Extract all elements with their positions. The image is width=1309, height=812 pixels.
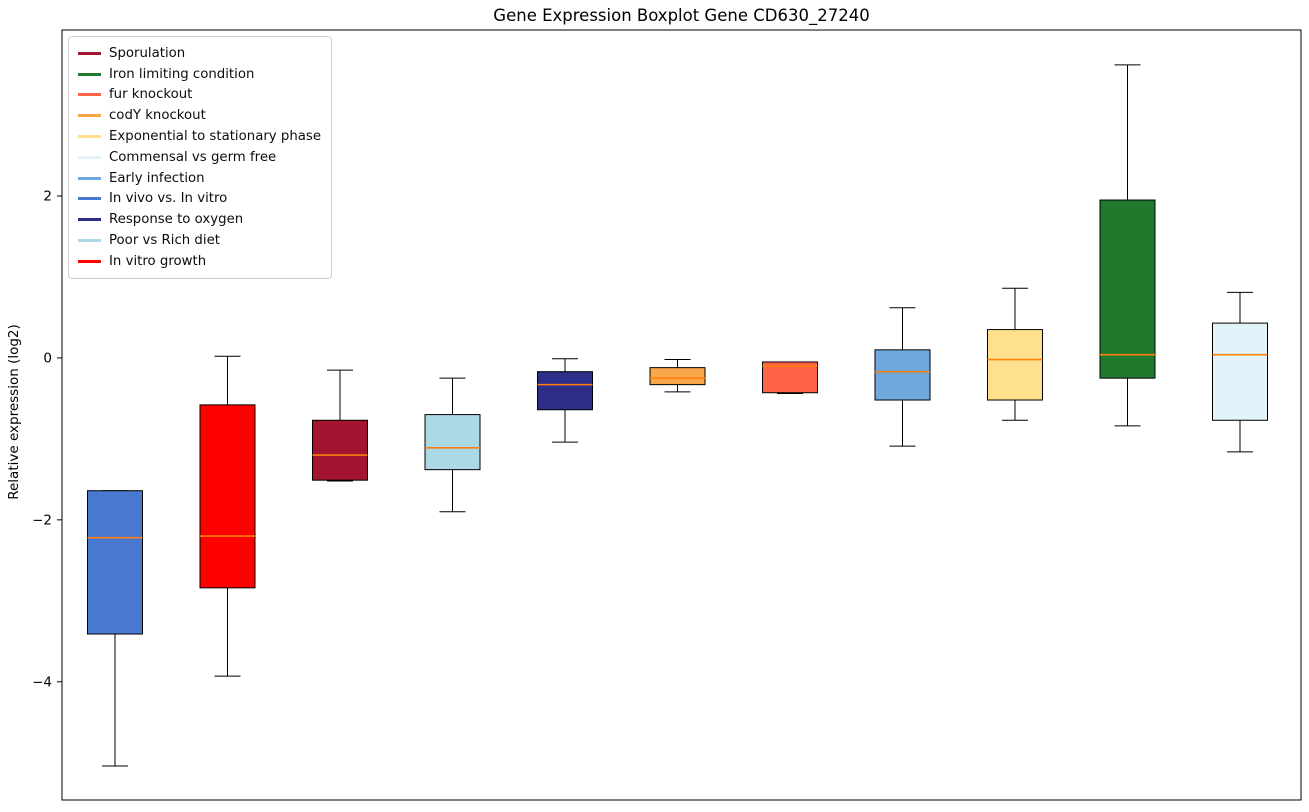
y-tick-label: 2 [43, 188, 52, 204]
box-sporulation [312, 419, 368, 481]
legend-swatch [78, 239, 101, 243]
legend-swatch [78, 176, 101, 180]
y-tick-label: 0 [43, 350, 52, 366]
y-tick-label: −4 [32, 674, 52, 690]
box-exponential-to-stationary-phase [987, 329, 1043, 401]
legend-item: Early infection [78, 168, 321, 189]
box-in-vivo-vs-in-vitro [87, 490, 143, 635]
legend-swatch [78, 197, 101, 201]
box-cody-knockout [649, 367, 706, 386]
legend-label: fur knockout [109, 87, 193, 103]
legend-item: Exponential to stationary phase [78, 126, 321, 147]
box-iron-limiting-condition [1099, 199, 1156, 379]
legend-label: Iron limiting condition [109, 66, 255, 82]
legend-swatch [78, 135, 101, 139]
legend-swatch [78, 218, 101, 222]
legend-item: fur knockout [78, 85, 321, 106]
legend-swatch [78, 93, 101, 97]
legend-label: Poor vs Rich diet [109, 233, 220, 249]
box-in-vitro-growth [199, 404, 256, 589]
legend-label: In vivo vs. In vitro [109, 191, 228, 207]
box-early-infection [874, 349, 931, 401]
legend-item: codY knockout [78, 105, 321, 126]
box-fur-knockout [762, 361, 818, 394]
legend-label: Exponential to stationary phase [109, 129, 322, 145]
legend-label: codY knockout [109, 108, 206, 124]
legend-item: Response to oxygen [78, 209, 321, 230]
legend-swatch [78, 72, 101, 76]
legend-label: Commensal vs germ free [109, 149, 277, 165]
legend-swatch [78, 114, 101, 118]
legend-swatch [78, 51, 101, 55]
legend-label: Response to oxygen [109, 212, 244, 228]
chart-title: Gene Expression Boxplot Gene CD630_27240 [493, 6, 870, 25]
box-commensal-vs-germ-free [1212, 322, 1268, 421]
y-tick-label: −2 [32, 512, 52, 528]
legend-item: In vitro growth [78, 251, 321, 272]
box-response-to-oxygen [537, 371, 593, 411]
legend-label: In vitro growth [109, 253, 207, 269]
box-poor-vs-rich-diet [424, 414, 481, 471]
legend-swatch [78, 259, 101, 263]
legend: Sporulation Iron limiting condition fur kn… [68, 36, 333, 279]
legend-label: Early infection [109, 170, 205, 186]
legend-item: In vivo vs. In vitro [78, 189, 321, 210]
legend-item: Sporulation [78, 43, 321, 64]
legend-item: Commensal vs germ free [78, 147, 321, 168]
y-axis-label: Relative expression (log2) [6, 324, 22, 500]
legend-item: Poor vs Rich diet [78, 230, 321, 251]
axes-frame [61, 29, 1302, 801]
legend-item: Iron limiting condition [78, 64, 321, 85]
legend-label: Sporulation [109, 45, 186, 61]
legend-swatch [78, 155, 101, 159]
